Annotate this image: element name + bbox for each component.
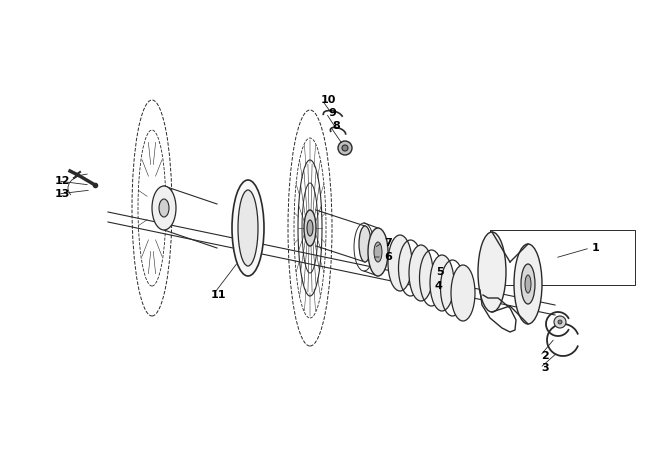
Text: 4: 4 <box>434 281 442 291</box>
Text: 12: 12 <box>54 176 70 186</box>
Ellipse shape <box>338 141 352 155</box>
Ellipse shape <box>409 245 433 301</box>
Ellipse shape <box>374 242 382 262</box>
Ellipse shape <box>159 199 169 217</box>
Ellipse shape <box>558 320 562 324</box>
Ellipse shape <box>521 264 535 304</box>
Text: 8: 8 <box>332 121 340 131</box>
Ellipse shape <box>430 255 454 311</box>
Ellipse shape <box>307 220 313 236</box>
Ellipse shape <box>478 232 506 312</box>
Text: 9: 9 <box>328 108 336 118</box>
Text: 10: 10 <box>320 95 335 105</box>
Text: 1: 1 <box>592 243 600 253</box>
Ellipse shape <box>514 244 542 324</box>
Ellipse shape <box>554 316 566 328</box>
Ellipse shape <box>451 265 475 321</box>
Ellipse shape <box>368 228 388 276</box>
Ellipse shape <box>388 235 412 291</box>
Ellipse shape <box>232 180 264 276</box>
Text: 2: 2 <box>541 351 549 361</box>
Text: 3: 3 <box>541 363 549 373</box>
Text: 13: 13 <box>55 189 70 199</box>
Ellipse shape <box>525 275 531 293</box>
Text: 5: 5 <box>436 267 444 277</box>
Ellipse shape <box>152 186 176 230</box>
Ellipse shape <box>359 226 371 262</box>
Ellipse shape <box>238 190 258 266</box>
Text: 11: 11 <box>210 290 226 300</box>
Ellipse shape <box>304 210 316 246</box>
Text: 7: 7 <box>384 238 392 248</box>
Ellipse shape <box>342 145 348 151</box>
Text: 6: 6 <box>384 252 392 262</box>
